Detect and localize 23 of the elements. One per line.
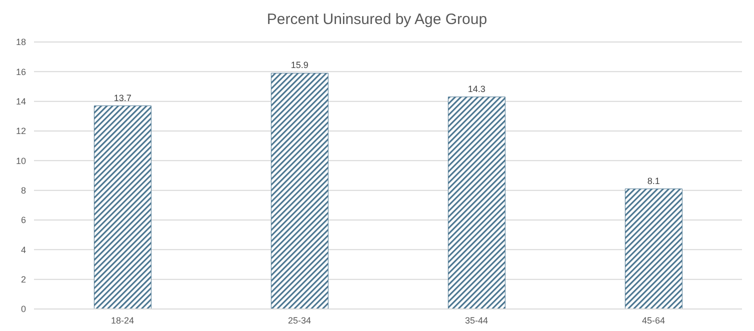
x-tick-label: 45-64 [642,315,666,326]
x-tick-label: 25-34 [288,315,312,326]
bar [624,188,682,309]
data-label: 13.7 [114,92,132,103]
x-tick-label: 18-24 [110,315,134,326]
data-label: 14.3 [468,84,486,94]
y-tick-label: 0 [20,304,26,314]
y-tick-label: 4 [20,244,26,255]
y-tick-label: 14 [16,96,26,107]
data-label: 15.9 [290,60,308,70]
bar [94,106,152,309]
x-tick-label: 35-44 [464,315,488,326]
y-tick-label: 18 [16,37,26,48]
chart-title: Percent Uninsured by Age Group [266,10,488,30]
bar [448,96,506,309]
y-tick-label: 12 [16,126,26,136]
y-tick-label: 6 [20,215,26,226]
y-tick-label: 10 [16,156,26,166]
bar [270,72,328,309]
data-label: 8.1 [647,176,660,186]
y-tick-label: 8 [20,186,26,196]
y-tick-label: 16 [16,66,26,77]
y-tick-label: 2 [20,274,26,285]
